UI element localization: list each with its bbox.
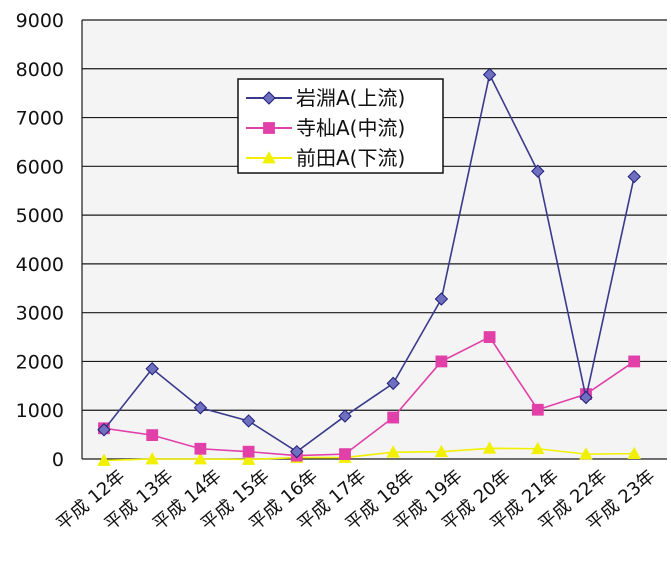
y-tick-label: 4000 [16, 254, 64, 276]
y-tick-label: 7000 [16, 108, 64, 130]
data-point [145, 362, 159, 376]
data-point [338, 409, 352, 423]
data-point [531, 164, 545, 178]
data-point [435, 355, 448, 368]
data-point [579, 390, 593, 405]
data-point [241, 452, 256, 465]
y-tick-label: 2000 [16, 351, 64, 373]
series-line [103, 447, 635, 462]
legend-swatch-marker [262, 91, 276, 105]
data-point [241, 414, 256, 428]
data-point [242, 445, 255, 458]
data-point [434, 444, 449, 458]
y-tick-label: 8000 [16, 59, 64, 81]
data-point [97, 453, 111, 466]
data-point [628, 355, 641, 368]
y-axis: 0 1000 2000 3000 4000 5000 6000 7000 8000 9000 [16, 10, 64, 471]
series-1 [97, 67, 641, 459]
data-point [482, 441, 497, 454]
legend: 岩淵A(上流) 寺杣A(中流) 前田A(下流) [237, 78, 444, 174]
series-layer [97, 67, 641, 466]
legend-entry: 前田A(下流) [246, 146, 405, 170]
data-point [531, 403, 544, 416]
data-point [386, 445, 400, 458]
legend-swatch-marker [262, 151, 276, 164]
data-point [579, 447, 593, 460]
y-tick-label: 1000 [16, 400, 64, 422]
data-point [146, 429, 159, 441]
data-point [482, 67, 497, 82]
gridlines [81, 19, 667, 460]
data-point [531, 441, 545, 455]
data-point [193, 401, 208, 415]
data-point [290, 444, 304, 459]
legend-label: 寺杣A(中流) [296, 116, 405, 140]
data-point [194, 442, 207, 455]
data-point [627, 446, 641, 460]
data-point [145, 452, 159, 465]
legend-label: 岩淵A(上流) [296, 86, 405, 110]
data-point [339, 448, 351, 461]
legend-swatch-marker [263, 122, 275, 134]
series-line [103, 336, 635, 457]
data-point [386, 376, 400, 391]
series-line [103, 72, 635, 453]
data-point [483, 331, 496, 343]
y-tick-label: 9000 [16, 10, 64, 32]
data-point [97, 423, 111, 437]
y-tick-label: 6000 [16, 156, 64, 178]
legend-entry: 寺杣A(中流) [246, 116, 405, 140]
y-tick-label: 5000 [16, 205, 64, 227]
legend-entry: 岩淵A(上流) [246, 86, 405, 110]
data-point [193, 452, 208, 465]
legend-label: 前田A(下流) [296, 146, 405, 170]
data-point [387, 411, 400, 424]
data-point [434, 292, 449, 306]
y-tick-label: 0 [52, 449, 64, 471]
data-point [627, 169, 641, 184]
y-tick-label: 3000 [16, 303, 64, 325]
